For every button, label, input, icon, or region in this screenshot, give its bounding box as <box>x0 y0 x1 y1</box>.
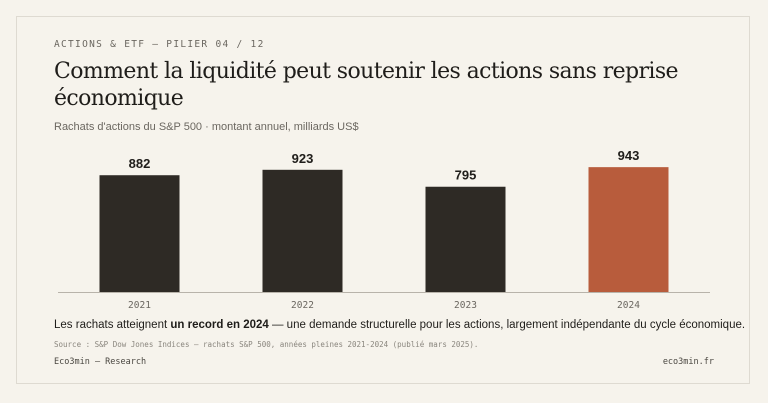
card-frame <box>16 16 750 384</box>
value-label-2024: 943 <box>618 148 640 163</box>
value-label-2022: 923 <box>292 151 314 166</box>
x-tick-label-2021: 2021 <box>128 300 151 311</box>
takeaway-highlight: un record en 2024 <box>170 319 269 331</box>
chart-subtitle: Rachats d'actions du S&P 500 · montant a… <box>54 121 359 133</box>
bar-2024 <box>588 167 669 292</box>
x-tick-label-2023: 2023 <box>454 300 477 311</box>
section-kicker: ACTIONS & ETF — PILIER 04 / 12 <box>54 39 265 50</box>
footer-link[interactable]: eco3min.fr <box>662 357 714 367</box>
x-tick-label-2022: 2022 <box>291 300 314 311</box>
source-note: Source : S&P Dow Jones Indices — rachats… <box>54 340 479 349</box>
page-title: Comment la liquidité peut soutenir les a… <box>54 59 679 111</box>
footer-brand: Eco3min — Research <box>54 357 147 367</box>
x-tick-label-2024: 2024 <box>617 300 640 311</box>
value-label-2021: 882 <box>129 156 151 171</box>
bar-2023 <box>425 186 506 292</box>
bar-2021 <box>99 175 180 292</box>
takeaway-after: — une demande structurelle pour les acti… <box>268 319 746 331</box>
bar-2022 <box>262 169 343 292</box>
bar-chart: 882 2021 923 2022 795 2023 943 2024 <box>58 148 710 311</box>
takeaway-before: Les rachats atteignent <box>54 319 171 331</box>
value-label-2023: 795 <box>455 168 477 183</box>
takeaway-text: Les rachats atteignent un record en 2024… <box>54 319 745 331</box>
